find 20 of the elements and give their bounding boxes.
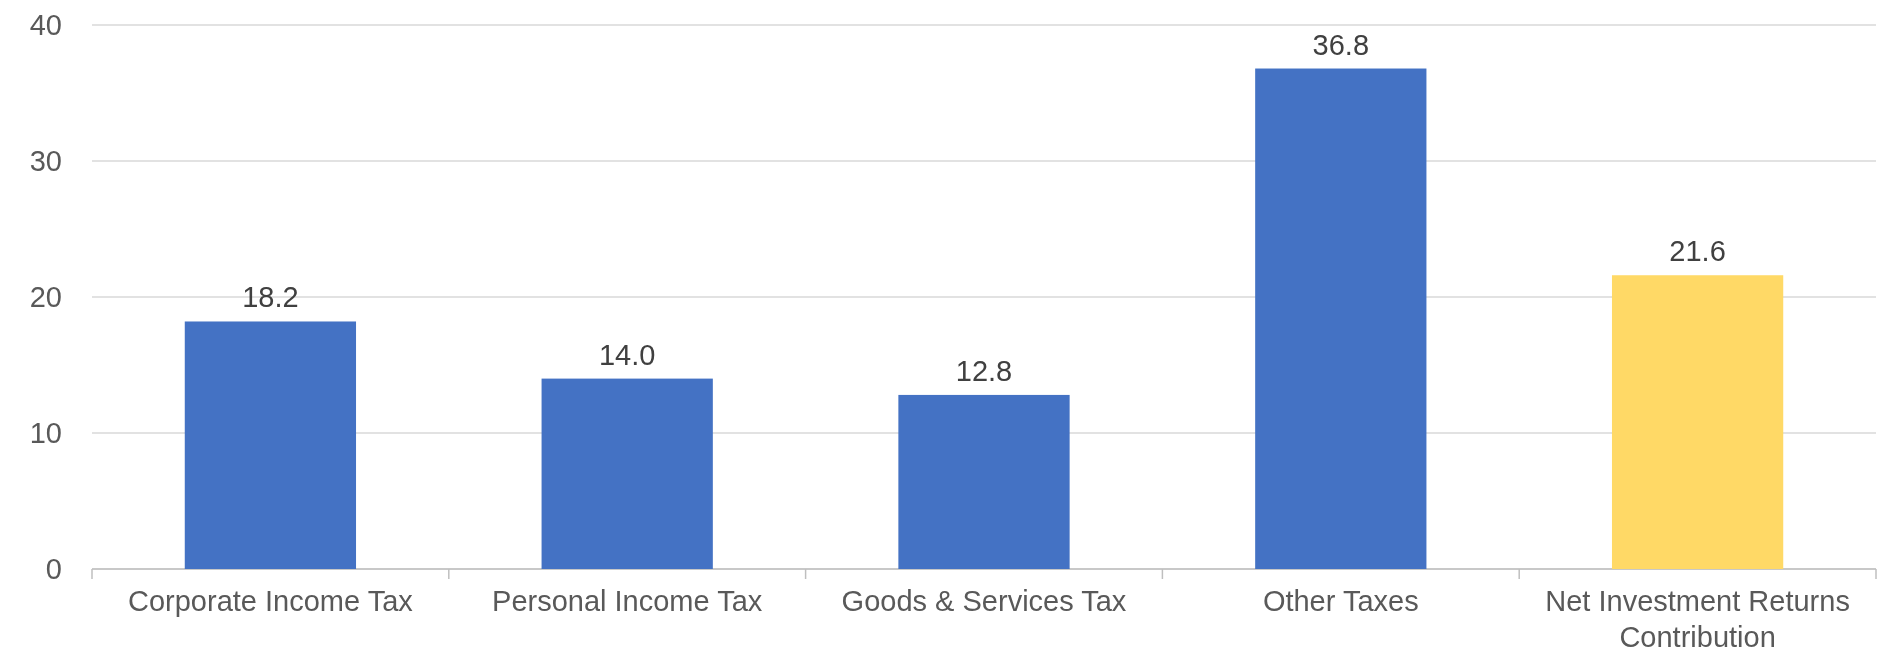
x-tick-label: Goods & Services Tax <box>841 585 1127 617</box>
y-tick-label: 0 <box>45 553 62 586</box>
data-label: 12.8 <box>955 354 1013 387</box>
x-tick-label: Other Taxes <box>1262 585 1419 617</box>
bar <box>184 321 357 569</box>
y-tick-label: 30 <box>29 145 62 178</box>
data-label: 14.0 <box>598 338 656 371</box>
y-tick-label: 20 <box>29 281 62 314</box>
x-tick-label: Net Investment Returns Contribution <box>1545 585 1850 653</box>
bar <box>1255 68 1427 569</box>
data-label: 21.6 <box>1669 235 1726 268</box>
x-tick-label: Personal Income Tax <box>492 585 763 617</box>
bar <box>898 394 1070 569</box>
y-tick-label: 40 <box>29 9 62 42</box>
y-tick-label: 10 <box>29 417 62 450</box>
bar <box>1611 275 1784 569</box>
data-label: 18.2 <box>242 281 299 314</box>
bar <box>541 378 713 569</box>
x-tick-label: Corporate Income Tax <box>128 585 414 617</box>
data-label: 36.8 <box>1312 28 1370 61</box>
